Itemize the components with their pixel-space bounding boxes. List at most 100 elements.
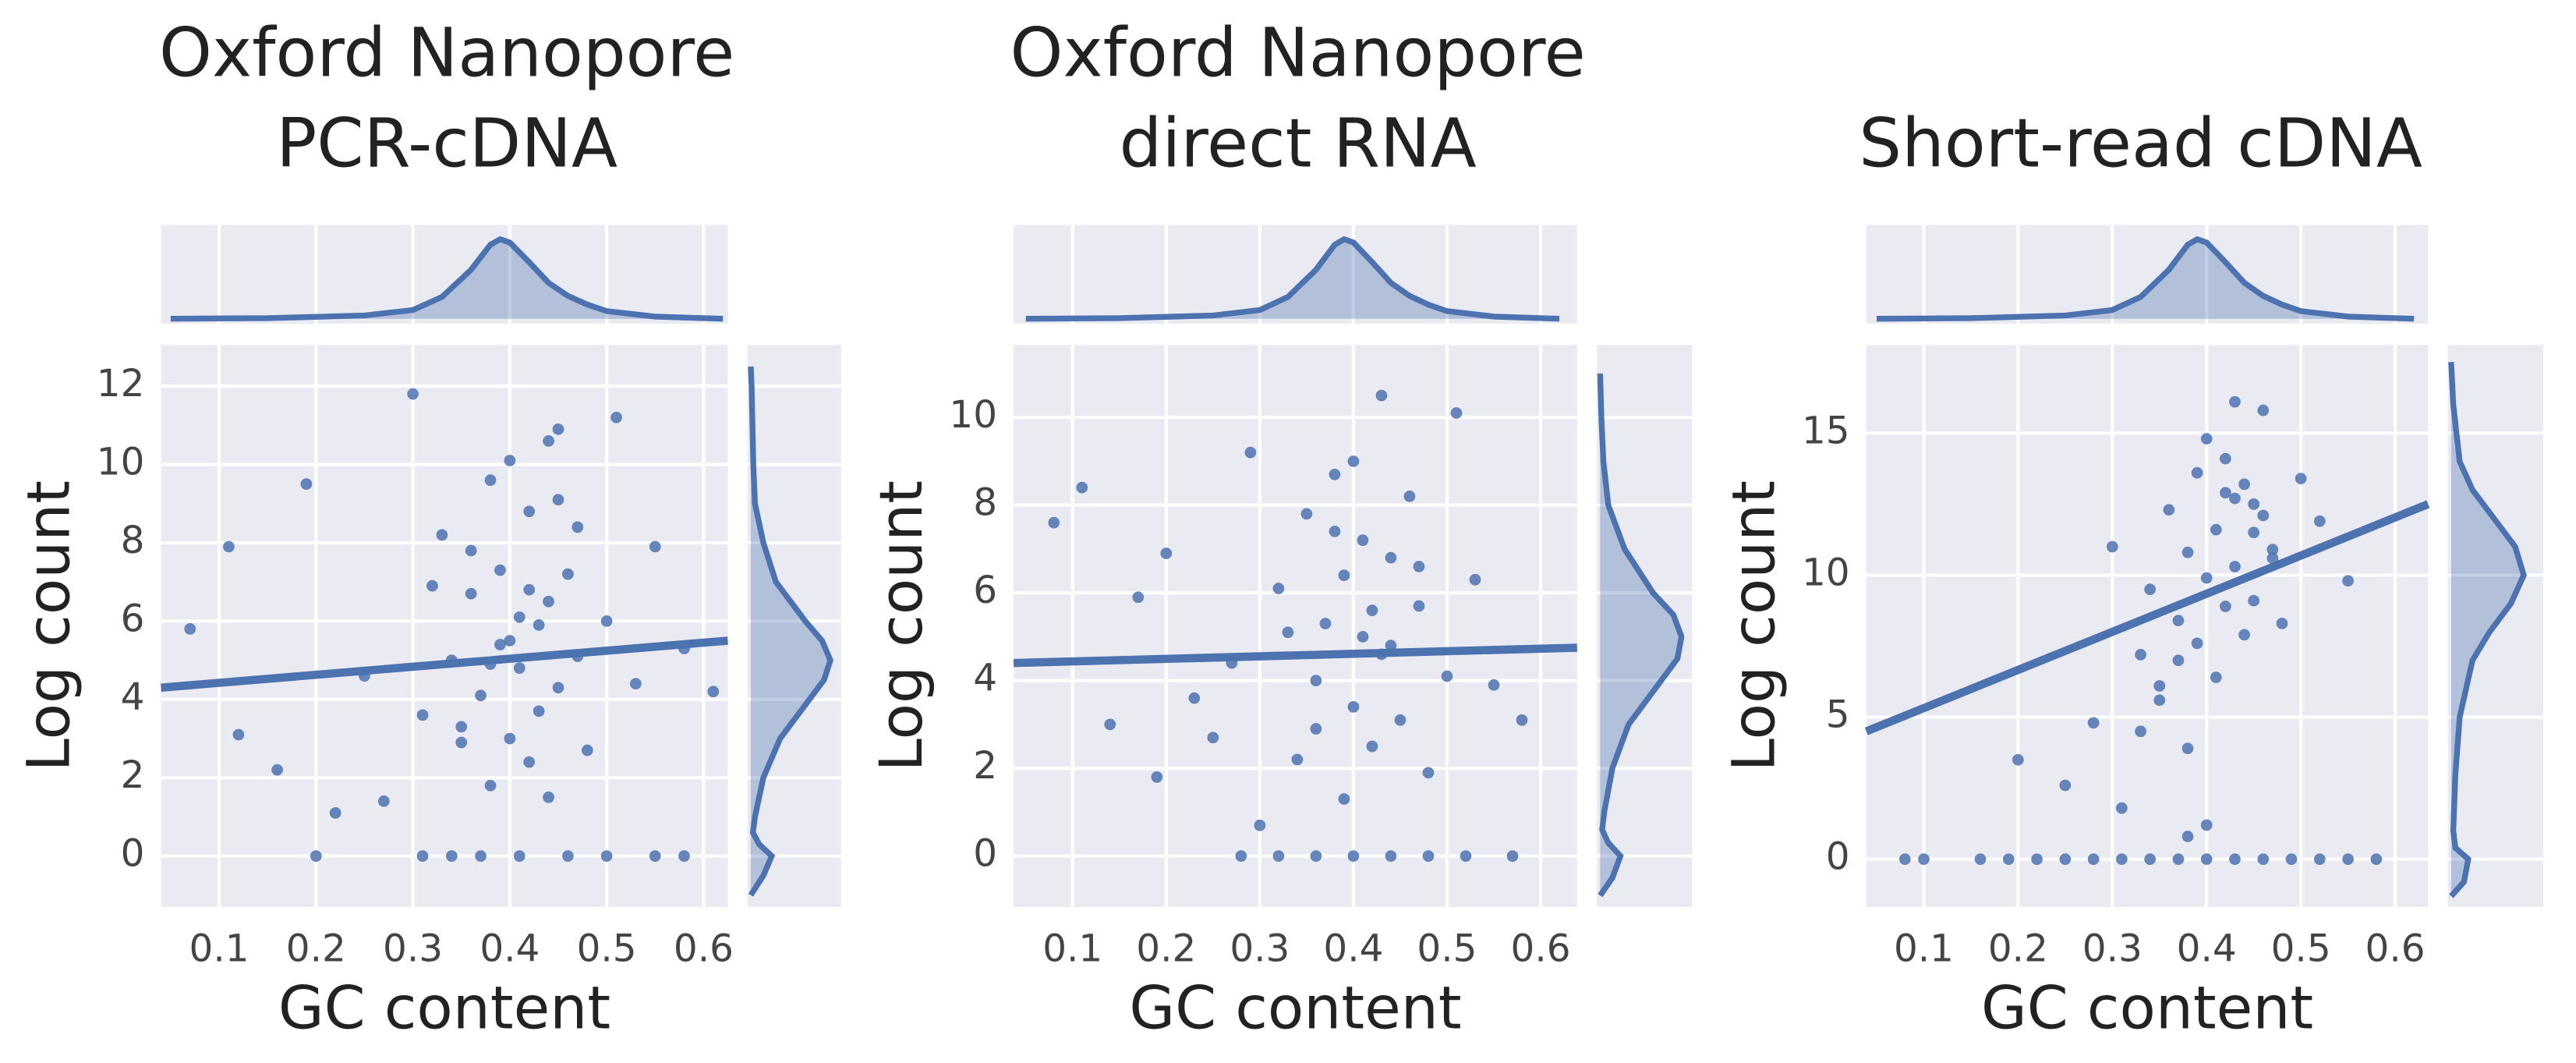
scatter-point: [571, 521, 584, 533]
scatter-point: [562, 568, 574, 580]
scatter-point: [2181, 742, 2194, 754]
scatter-point: [1385, 640, 1397, 652]
scatter-point: [1347, 850, 1360, 862]
scatter-point: [223, 540, 235, 553]
scatter-point: [562, 850, 574, 862]
scatter-point: [2210, 671, 2222, 683]
x-axis-label: GC content: [1981, 974, 2313, 1043]
scatter-point: [1357, 631, 1369, 643]
plot-area: [161, 345, 728, 907]
scatter-point: [2200, 572, 2213, 584]
scatter-point: [2172, 615, 2185, 627]
scatter-point: [2313, 515, 2326, 527]
scatter-point: [2163, 504, 2175, 516]
scatter-point: [2087, 853, 2100, 866]
scatter-point: [2059, 853, 2072, 866]
x-tick-label: 0.2: [1136, 927, 1196, 971]
top-marginal-area: [1014, 225, 1577, 324]
scatter-point: [2002, 853, 2015, 866]
kde-fill: [170, 239, 724, 319]
scatter-point: [2012, 753, 2024, 766]
x-axis-label: GC content: [1129, 974, 1461, 1043]
scatter-point: [475, 850, 487, 862]
y-axis-label: Log count: [867, 480, 936, 771]
scatter-point: [504, 455, 516, 466]
scatter-point: [455, 736, 468, 749]
regression-line: [1864, 500, 2430, 735]
kde-fill: [1025, 239, 1560, 319]
scatter-point: [504, 635, 516, 647]
scatter-point: [1282, 626, 1294, 639]
scatter-point: [600, 850, 613, 862]
y-tick-label: 0: [1826, 835, 1850, 879]
scatter-point: [2248, 594, 2260, 607]
scatter-point: [1394, 714, 1407, 726]
scatter-point: [2229, 395, 2241, 408]
scatter-point: [600, 615, 613, 627]
scatter-point: [416, 850, 429, 862]
scatter-point: [630, 678, 642, 690]
scatter-point: [1151, 771, 1163, 783]
top-marginal-area: [1866, 225, 2429, 324]
scatter-point: [523, 583, 536, 596]
top-marginal-area: [161, 225, 728, 324]
scatter-point: [1076, 481, 1088, 494]
scatter-point: [2285, 853, 2298, 866]
scatter-point: [2266, 552, 2279, 564]
x-tick-label: 0.6: [674, 927, 734, 971]
right-kde: [1597, 373, 1685, 898]
scatter-point: [2191, 466, 2203, 479]
scatter-point: [1413, 561, 1425, 572]
scatter-point: [1413, 600, 1425, 612]
scatter-point: [1338, 569, 1350, 582]
scatter-point: [1104, 718, 1116, 731]
scatter-point: [2087, 717, 2100, 729]
chart-title: Oxford Nanopore: [1010, 15, 1585, 93]
scatter-point: [552, 423, 564, 435]
scatter-point: [2116, 853, 2128, 866]
scatter-point: [1422, 767, 1435, 779]
scatter-point: [2116, 802, 2128, 814]
y-tick-label: 8: [973, 481, 997, 525]
y-tick-label: 5: [1826, 693, 1850, 737]
scatter-point: [310, 850, 322, 862]
scatter-point: [2229, 492, 2241, 505]
right-kde: [748, 366, 833, 897]
regression-line: [1013, 643, 1578, 668]
scatter-point: [2135, 649, 2146, 661]
kde-fill: [1600, 373, 1682, 896]
scatter-point: [1329, 468, 1341, 480]
scatter-point: [2257, 853, 2270, 866]
scatter-point: [707, 686, 720, 698]
scatter-point: [504, 732, 516, 745]
scatter-point: [484, 474, 497, 486]
scatter-point: [416, 709, 429, 721]
scatter-point: [543, 791, 554, 803]
x-tick-label: 0.2: [286, 927, 346, 971]
scatter-point: [2276, 617, 2288, 629]
scatter-point: [2135, 725, 2146, 738]
scatter-point: [1272, 850, 1285, 862]
y-tick-label: 10: [949, 393, 997, 437]
scatter-point: [2370, 853, 2383, 866]
scatter-point: [2172, 853, 2185, 866]
scatter-point: [2144, 583, 2157, 596]
scatter-point: [271, 764, 283, 776]
scatter-point: [581, 744, 593, 757]
scatter-point: [543, 435, 554, 447]
y-tick-label: 10: [97, 441, 145, 484]
top-kde: [170, 236, 724, 322]
y-tick-label: 0: [121, 832, 145, 876]
scatter-point: [1469, 573, 1481, 586]
scatter-point: [1132, 591, 1145, 604]
x-tick-label: 0.1: [1894, 927, 1954, 971]
scatter-point: [2059, 779, 2072, 792]
scatter-point: [2106, 540, 2118, 553]
scatter-point: [1310, 850, 1322, 862]
y-tick-label: 2: [973, 744, 997, 788]
scatter-point: [484, 779, 497, 792]
scatter-point: [533, 705, 545, 718]
scatter-point: [2200, 819, 2213, 831]
scatter-point: [649, 540, 661, 553]
